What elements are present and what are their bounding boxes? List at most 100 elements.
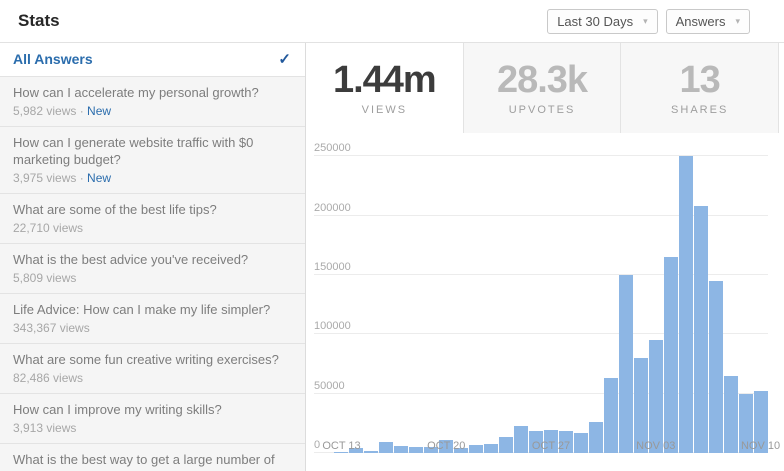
stats-panel: 1.44m VIEWS 28.3k UPVOTES 13 SHARES 0 50000 100… xyxy=(306,43,784,471)
chart-bar-oct-19[interactable] xyxy=(424,446,438,453)
answer-views-meta: 343,367 views xyxy=(13,321,289,335)
chart-gridline xyxy=(314,155,768,157)
chart-bar-nov-04[interactable] xyxy=(664,257,678,453)
chart-gridline xyxy=(314,274,768,275)
chart-bar-oct-26[interactable] xyxy=(529,430,543,453)
stat-value: 28.3k xyxy=(496,59,588,101)
chart-bar-oct-27[interactable] xyxy=(544,430,558,453)
chart-bar-oct-15[interactable] xyxy=(364,450,378,453)
chevron-down-icon: ▾ xyxy=(643,15,648,26)
x-axis-tick-label: NOV 10 xyxy=(740,440,781,452)
answer-views-meta: 5,809 views xyxy=(13,271,289,285)
sidebar-item-answer[interactable]: How can I accelerate my personal growth?… xyxy=(0,77,305,127)
stat-label: SHARES xyxy=(671,104,729,116)
sidebar-item-answer[interactable]: What are some of the best life tips? 22,7… xyxy=(0,194,305,244)
chart-bar-nov-10[interactable] xyxy=(754,391,768,453)
checkmark-icon: ✓ xyxy=(278,51,291,68)
date-range-dropdown[interactable]: Last 30 Days ▾ xyxy=(547,8,658,34)
sidebar-item-answer[interactable]: How can I improve my writing skills? 3,91… xyxy=(0,394,305,444)
content-type-dropdown[interactable]: Answers ▾ xyxy=(665,8,750,34)
chart-bar-nov-02[interactable] xyxy=(634,358,648,453)
y-axis-tick-label: 0 xyxy=(314,439,321,451)
y-axis-tick-label: 250000 xyxy=(314,142,351,155)
chart-bar-oct-13[interactable] xyxy=(334,452,348,453)
new-badge-link[interactable]: New xyxy=(87,104,112,118)
answer-question-title: How can I improve my writing skills? xyxy=(13,402,222,417)
chart-bars: OCT 13 OCT 20 OCT 27 NOV 03 NOV 10 xyxy=(322,148,780,453)
filter-controls: Last 30 Days ▾ Answers ▾ xyxy=(547,8,750,34)
views-count: 5,982 views xyxy=(13,104,77,118)
chart-bar-nov-07[interactable] xyxy=(709,280,723,453)
main-area: All Answers ✓ How can I accelerate my pe… xyxy=(0,43,784,471)
page-title: Stats xyxy=(18,11,60,30)
chart-bar-oct-14[interactable] xyxy=(349,448,363,453)
chevron-down-icon: ▾ xyxy=(735,15,740,26)
chart-bar-nov-03[interactable] xyxy=(649,340,663,453)
chart-bar-nov-09[interactable] xyxy=(739,393,753,453)
answer-question-title: Life Advice: How can I make my life simp… xyxy=(13,302,271,317)
y-axis-tick-label: 100000 xyxy=(314,320,351,333)
y-axis-tick-label: 50000 xyxy=(314,379,345,392)
stat-tab-views[interactable]: 1.44m VIEWS xyxy=(306,43,463,133)
answer-views-meta: 82,486 views xyxy=(13,371,289,385)
date-range-value: Last 30 Days xyxy=(557,13,634,29)
stat-value: 1.44m xyxy=(332,59,437,101)
chart-bar-nov-08[interactable] xyxy=(724,375,738,453)
chart-bar-oct-20[interactable] xyxy=(439,439,453,453)
chart-bar-nov-01[interactable] xyxy=(619,275,633,453)
stat-tab-shares[interactable]: 13 SHARES xyxy=(620,43,780,133)
chart-bar-oct-24[interactable] xyxy=(499,436,513,453)
stat-tabs: 1.44m VIEWS 28.3k UPVOTES 13 SHARES xyxy=(306,43,784,133)
sidebar-list: How can I accelerate my personal growth?… xyxy=(0,77,305,471)
sidebar-item-all-answers[interactable]: All Answers ✓ xyxy=(0,43,305,77)
content-type-value: Answers xyxy=(675,13,726,29)
chart-bar-oct-28[interactable] xyxy=(559,431,573,453)
sidebar-item-answer[interactable]: What is the best advice you've received?… xyxy=(0,244,305,294)
chart-bar-nov-05[interactable] xyxy=(679,156,693,453)
chart-bar-oct-30[interactable] xyxy=(589,422,603,453)
views-count: 5,809 views xyxy=(13,271,77,285)
chart-bar-oct-25[interactable] xyxy=(514,425,528,453)
chart-gridline xyxy=(314,214,768,216)
answers-sidebar: All Answers ✓ How can I accelerate my pe… xyxy=(0,43,306,471)
answer-views-meta: 3,975 views · New xyxy=(13,171,112,185)
x-axis-tick-label: OCT 27 xyxy=(531,440,571,452)
sidebar-item-answer[interactable]: How can I generate website traffic with … xyxy=(0,127,305,194)
answer-question-title: How can I accelerate my personal growth? xyxy=(13,85,259,100)
chart-bar-oct-21[interactable] xyxy=(454,448,468,453)
sidebar-item-answer[interactable]: Life Advice: How can I make my life simp… xyxy=(0,294,305,344)
sidebar-item-answer[interactable]: What are some fun creative writing exerc… xyxy=(0,344,305,394)
answer-question-title: What are some fun creative writing exerc… xyxy=(13,352,279,367)
stat-label: VIEWS xyxy=(361,104,408,116)
sidebar-item-answer[interactable]: What is the best way to get a large numb… xyxy=(0,444,305,471)
answer-question-title: How can I generate website traffic with … xyxy=(13,135,254,167)
new-badge-link[interactable]: New xyxy=(87,171,112,185)
x-axis-tick-label: OCT 13 xyxy=(322,440,361,452)
x-axis-tick-label: NOV 03 xyxy=(636,440,676,452)
chart-bar-oct-22[interactable] xyxy=(469,444,483,453)
y-axis-tick-label: 150000 xyxy=(314,261,351,273)
chart-bar-oct-29[interactable] xyxy=(574,432,588,453)
chart-bar-oct-16[interactable] xyxy=(379,441,393,453)
page-header: Stats Last 30 Days ▾ Answers ▾ xyxy=(0,0,784,43)
answer-views-meta: 5,982 views · New xyxy=(13,104,112,118)
answer-views-meta: 3,913 views xyxy=(13,421,289,435)
stat-tab-upvotes[interactable]: 28.3k UPVOTES xyxy=(462,43,621,133)
chart-gridline xyxy=(314,333,768,335)
chart-bar-oct-23[interactable] xyxy=(484,444,498,453)
stat-value: 13 xyxy=(679,59,721,101)
chart-gridline xyxy=(314,392,768,394)
views-count: 3,913 views xyxy=(13,421,77,435)
views-count: 343,367 views xyxy=(13,321,90,335)
views-count: 3,975 views xyxy=(13,171,77,185)
views-count: 22,710 views xyxy=(13,221,84,235)
chart-bar-oct-18[interactable] xyxy=(409,446,423,453)
views-bar-chart: 0 50000 100000 150000 200000 250000 OCT 13 OCT … xyxy=(314,143,780,453)
x-axis-tick-label: OCT 20 xyxy=(427,440,466,452)
answer-views-meta: 22,710 views xyxy=(13,221,289,235)
chart-bar-oct-31[interactable] xyxy=(604,378,618,453)
answer-question-title: What is the best way to get a large numb… xyxy=(13,452,275,471)
chart-bar-nov-06[interactable] xyxy=(694,206,708,453)
chart-bar-oct-17[interactable] xyxy=(394,445,408,453)
